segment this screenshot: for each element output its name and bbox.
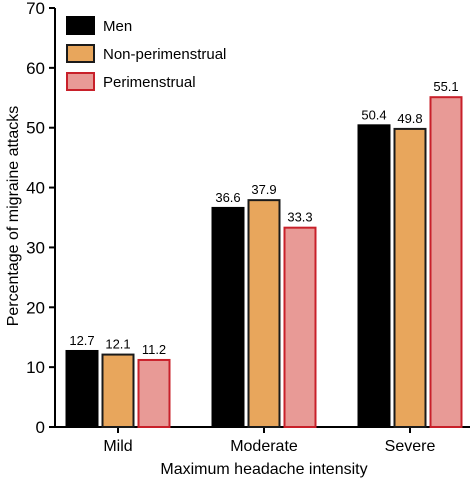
bar-value-label: 12.1 [105,337,130,352]
bar-value-label: 36.6 [215,190,240,205]
bar-value-label: 55.1 [433,79,458,94]
x-tick-label: Severe [385,438,436,455]
y-tick-label: 60 [26,59,45,78]
bar-perimenstrual-mild [137,358,171,428]
bar-value-label: 12.7 [69,333,94,348]
legend-label: Non-perimenstrual [103,46,226,63]
y-tick-label: 30 [26,238,45,257]
x-axis: Mild Moderate Severe [54,426,470,455]
x-tick-label: Moderate [230,438,298,455]
x-tick-label: Mild [103,438,132,455]
y-tick-label: 40 [26,179,45,198]
legend-label: Perimenstrual [103,74,196,91]
legend-swatch [66,16,95,35]
bar-perimenstrual-severe [429,96,463,429]
bars [65,96,463,429]
bar-perimenstrual-moderate [283,226,317,428]
bar-non-perimenstrual-moderate [247,199,281,428]
y-tick-label: 50 [26,119,45,138]
x-axis-title: Maximum headache intensity [160,461,367,478]
y-tick-label: 70 [26,0,45,18]
y-tick-label: 20 [26,298,45,317]
bar-non-perimenstrual-severe [393,127,427,428]
legend-label: Men [103,18,132,35]
bar-value-label: 49.8 [397,111,422,126]
legend-swatch [66,72,95,91]
bar-value-label: 50.4 [361,107,386,122]
y-axis: 0 10 20 30 40 50 60 70 [26,0,56,437]
legend: Men Non-perimenstrual Perimenstrual [66,16,226,91]
bar-value-labels: 12.7 12.1 11.2 36.6 37.9 33.3 50.4 49.8 55.1 [69,79,458,357]
bar-value-label: 37.9 [251,182,276,197]
bar-value-label: 33.3 [287,210,312,225]
y-tick-label: 0 [36,418,45,437]
bar-men-moderate [211,206,245,428]
bar-non-perimenstrual-mild [101,353,135,428]
legend-swatch [66,44,95,63]
y-tick-label: 10 [26,358,45,377]
bar-men-mild [65,349,99,428]
y-axis-title: Percentage of migraine attacks [5,106,22,327]
bar-men-severe [357,124,391,428]
bar-value-label: 11.2 [142,342,166,357]
